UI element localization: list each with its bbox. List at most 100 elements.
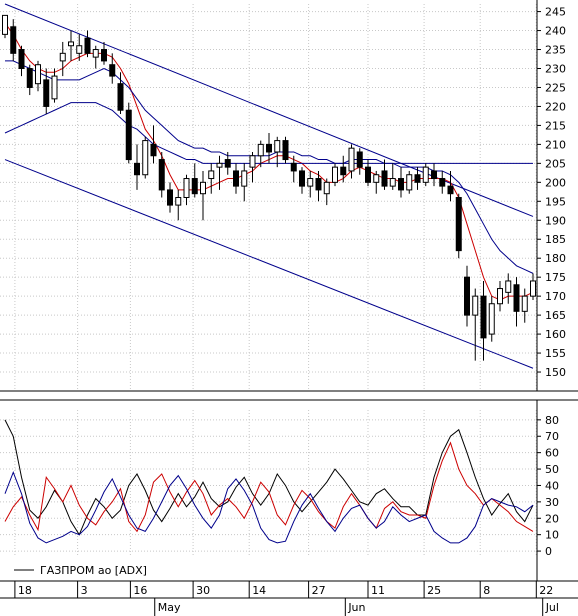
candle-body xyxy=(125,109,132,161)
indicator-y-tick-label: 30 xyxy=(545,496,559,509)
indicator-y-axis: 0 10 20 30 40 50 60 70 80 xyxy=(537,414,559,558)
candle-body xyxy=(348,147,355,172)
x-axis: 183163014271125822MayJunJulAug xyxy=(14,581,559,616)
candle-body xyxy=(282,140,289,161)
candle-body xyxy=(332,166,338,183)
candle-body xyxy=(315,178,322,191)
x-month-label: Jun xyxy=(347,601,365,614)
candle-body xyxy=(51,75,58,100)
candle-body xyxy=(68,41,74,47)
candle-body xyxy=(406,174,413,191)
candle-body xyxy=(389,178,396,187)
candle-body xyxy=(18,49,25,69)
candle-body xyxy=(439,178,446,187)
candle-body xyxy=(373,174,380,183)
x-day-tick-label: 27 xyxy=(312,584,326,597)
candle-body xyxy=(530,280,536,297)
candle-body xyxy=(307,178,314,187)
price-y-tick-label: 180 xyxy=(545,252,566,265)
candle-body xyxy=(274,140,281,153)
candle-body xyxy=(381,170,388,187)
candle-body xyxy=(84,37,91,54)
price-y-tick-label: 195 xyxy=(545,195,566,208)
candle-body xyxy=(340,166,347,176)
x-day-tick-label: 3 xyxy=(81,584,88,597)
price-y-tick-label: 160 xyxy=(545,328,566,341)
price-y-tick-label: 215 xyxy=(545,119,566,132)
indicator-series-pdi xyxy=(4,441,534,533)
candle-body xyxy=(224,159,231,168)
candle-body xyxy=(101,49,107,62)
candle-body xyxy=(183,178,190,199)
candle-body xyxy=(2,14,8,35)
candle-body xyxy=(76,45,83,54)
candle-body xyxy=(191,178,198,195)
price-y-tick-label: 240 xyxy=(545,25,566,38)
candle-body xyxy=(398,178,404,191)
x-day-tick-label: 14 xyxy=(252,584,266,597)
candle-body xyxy=(480,295,487,339)
candle-body xyxy=(249,155,256,168)
x-month-label: May xyxy=(158,601,181,614)
candle-body xyxy=(216,162,223,168)
price-y-tick-label: 220 xyxy=(545,100,566,113)
indicator-y-tick-label: 50 xyxy=(545,463,559,476)
candle-body xyxy=(365,166,371,183)
candle-body xyxy=(117,83,124,111)
price-y-tick-label: 185 xyxy=(545,233,566,246)
candle-body xyxy=(175,197,182,206)
price-y-axis: 150 155 160 165 170 175 180 185 190 195 200 205 210 2… xyxy=(537,6,566,379)
x-day-tick-label: 25 xyxy=(427,584,441,597)
chart-legend: ГАЗПРОМ ао [ADX] xyxy=(14,564,147,577)
candle-body xyxy=(10,26,17,54)
candle-body xyxy=(35,64,41,85)
candle-body xyxy=(299,170,305,187)
candle-body xyxy=(150,143,157,157)
candle-body xyxy=(513,284,520,312)
price-y-tick-label: 245 xyxy=(545,6,566,19)
candle-body xyxy=(167,189,173,206)
candle-body xyxy=(505,280,512,293)
candle-body xyxy=(43,79,50,107)
candle-body xyxy=(521,295,528,312)
price-y-tick-label: 155 xyxy=(545,347,566,360)
candle-body xyxy=(356,151,363,168)
price-y-tick-label: 225 xyxy=(545,81,566,94)
x-day-tick-label: 8 xyxy=(483,584,490,597)
candle-body xyxy=(134,162,140,176)
price-candles xyxy=(2,14,536,361)
candle-body xyxy=(26,68,33,88)
candle-body xyxy=(266,143,272,153)
price-y-tick-label: 205 xyxy=(545,157,566,170)
candle-body xyxy=(497,288,503,305)
candle-body xyxy=(464,276,470,316)
x-day-tick-label: 18 xyxy=(18,584,32,597)
price-y-tick-label: 210 xyxy=(545,138,566,151)
indicator-y-tick-label: 60 xyxy=(545,447,559,460)
candle-body xyxy=(200,181,206,195)
candle-body xyxy=(142,140,149,176)
indicator-series-adx xyxy=(4,419,534,536)
candle-body xyxy=(455,197,462,252)
candle-body xyxy=(323,181,330,195)
candle-body xyxy=(158,159,165,191)
x-day-tick-label: 22 xyxy=(539,584,553,597)
candle-body xyxy=(290,162,297,172)
price-y-tick-label: 150 xyxy=(545,366,566,379)
candle-body xyxy=(208,170,215,180)
candle-body xyxy=(109,64,116,77)
indicator-y-tick-label: 80 xyxy=(545,414,559,427)
indicator-y-tick-label: 10 xyxy=(545,529,559,542)
x-day-tick-label: 11 xyxy=(371,584,385,597)
channel-line-lower xyxy=(4,159,534,369)
price-y-tick-label: 200 xyxy=(545,176,566,189)
legend-label: ГАЗПРОМ ао [ADX] xyxy=(40,564,147,577)
candle-body xyxy=(241,170,248,187)
panel-frames xyxy=(0,0,578,599)
candle-body xyxy=(447,185,454,195)
indicator-lines xyxy=(4,419,534,544)
candle-body xyxy=(422,166,429,183)
candle-body xyxy=(431,170,437,180)
price-y-tick-label: 235 xyxy=(545,44,566,57)
